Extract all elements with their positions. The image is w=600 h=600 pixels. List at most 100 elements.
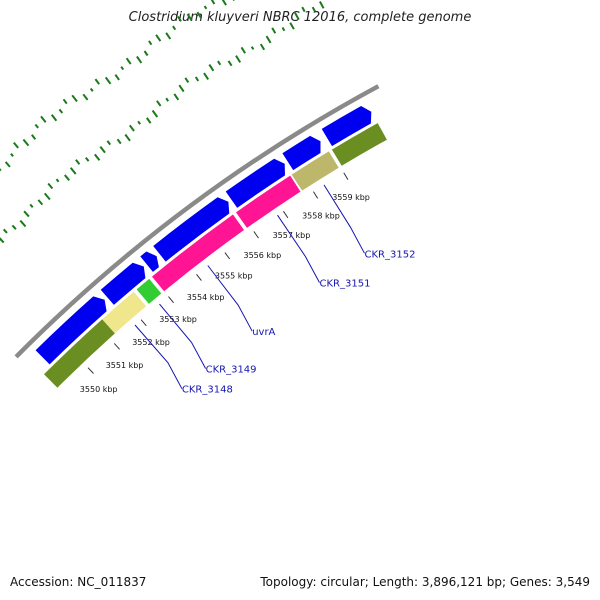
gc-dot	[259, 43, 266, 51]
gc-dot	[184, 77, 190, 83]
forward-gene	[321, 106, 372, 147]
forward-gene	[282, 135, 321, 171]
ruler-tick	[343, 172, 349, 180]
gc-dot	[221, 0, 227, 6]
gc-dot	[217, 60, 222, 66]
gc-dot	[235, 55, 242, 63]
gene-labels: CKR_3148 CKR_3149 uvrA CKR_3151 CKR_3152	[134, 184, 415, 396]
gc-dot	[40, 115, 47, 123]
gc-dot	[203, 72, 210, 80]
gc-dot	[64, 174, 70, 181]
gc-dot	[34, 123, 39, 129]
forward-gene	[140, 251, 159, 272]
gc-dot	[289, 22, 295, 30]
gc-dot	[281, 27, 286, 32]
ruler-tick	[282, 210, 289, 219]
ruler-tick-label: 3550 kbp	[80, 385, 118, 394]
gc-dot	[240, 46, 246, 54]
gc-dot	[47, 182, 54, 190]
gc-dot	[165, 97, 170, 102]
gc-dot	[29, 203, 34, 208]
gc-dot	[62, 98, 68, 105]
gc-dot	[165, 32, 172, 40]
gc-dot	[145, 117, 152, 124]
ruler-tick	[196, 273, 202, 281]
gc-dot	[10, 153, 14, 157]
gc-dot	[271, 27, 277, 34]
gc-dot	[301, 6, 306, 13]
forward-gene	[153, 197, 230, 262]
gene-label-leader	[323, 184, 365, 254]
gc-dot	[94, 78, 101, 85]
gene-label-leader	[134, 324, 183, 389]
gc-dot	[311, 6, 316, 12]
gc-dot	[11, 224, 17, 230]
backbone-line	[14, 84, 380, 359]
gc-dot	[85, 156, 90, 162]
gc-dot	[128, 124, 135, 132]
gc-dot	[82, 93, 89, 101]
reverse-gene	[331, 123, 387, 166]
gene-label: CKR_3149	[206, 365, 257, 376]
ruler-tick	[224, 252, 231, 260]
ruler-tick	[168, 296, 174, 304]
gc-dot	[148, 40, 153, 46]
gc-dot	[31, 134, 37, 140]
genome-summary-text: Topology: circular; Length: 3,896,121 bp…	[260, 575, 590, 589]
gc-dot	[22, 138, 30, 147]
forward-gene	[35, 296, 107, 365]
gc-dot	[172, 25, 177, 31]
reverse-gene	[102, 291, 147, 334]
forward-strand-track	[35, 106, 372, 365]
gc-dot	[232, 0, 236, 2]
reverse-gene	[152, 214, 244, 292]
gc-dot	[89, 87, 94, 92]
reverse-strand-track	[44, 123, 387, 388]
ruler-tick-label: 3552 kbp	[132, 338, 170, 347]
ruler-tick-label: 3555 kbp	[215, 272, 253, 281]
gc-dot	[116, 138, 122, 145]
ruler-tick-label: 3559 kbp	[332, 193, 370, 202]
gc-dot	[136, 55, 143, 64]
gc-dot	[120, 66, 125, 71]
reverse-gene	[291, 151, 339, 191]
reverse-gene	[44, 319, 115, 388]
gc-dot	[227, 60, 233, 67]
reverse-gene	[136, 278, 162, 304]
gc-dot	[55, 178, 60, 183]
gene-label-leader	[277, 214, 320, 283]
gc-dot	[173, 93, 180, 101]
gc-dot	[194, 76, 200, 82]
backbone-track	[14, 84, 380, 359]
gc-content-dots	[0, 0, 325, 244]
gc-dot	[71, 94, 78, 103]
gc-dot	[186, 13, 193, 22]
gc-dot	[151, 109, 159, 118]
gene-label-leader	[159, 303, 207, 369]
gc-dot	[250, 46, 255, 50]
gc-dot	[319, 1, 325, 9]
gene-label: CKR_3148	[182, 385, 233, 396]
gc-dot	[0, 168, 2, 172]
ruler-tick-label: 3553 kbp	[159, 315, 197, 324]
gc-dot	[0, 237, 5, 244]
ruler-tick	[253, 231, 259, 239]
gc-dot	[43, 192, 51, 201]
gc-dot	[114, 74, 120, 81]
gc-dot	[99, 145, 106, 154]
gene-label: CKR_3151	[320, 279, 371, 290]
gc-dot	[208, 64, 215, 72]
gc-dot	[210, 0, 216, 5]
gc-dot	[125, 57, 132, 65]
gc-dot	[265, 35, 272, 44]
gc-dot	[156, 100, 162, 107]
forward-gene	[100, 262, 146, 305]
ruler-tick	[113, 343, 120, 350]
gene-label-leader	[207, 265, 253, 332]
map-title: Clostridium kluyveri NBRC 12016, complet…	[128, 10, 472, 25]
gc-dot	[196, 11, 202, 19]
gc-dot	[19, 219, 27, 228]
ruler-tick-label: 3554 kbp	[187, 293, 225, 302]
gc-dot	[13, 141, 19, 149]
